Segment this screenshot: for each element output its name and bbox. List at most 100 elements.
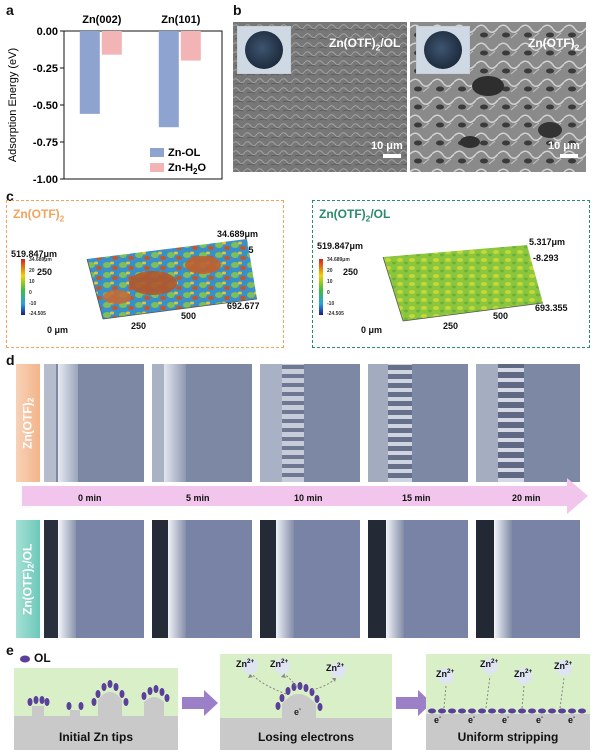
electrode-photo-thumbnail [237,26,291,74]
x-tick-label: 250 [131,321,147,331]
process-arrow-icon [396,690,432,716]
category-label: Zn(002) [82,14,121,26]
electron-label: e- [502,714,510,725]
scheme-caption: Initial Zn tips [59,730,133,744]
legend-swatch [150,163,164,172]
ol-legend-label: OL [34,651,51,665]
electrode-photo-thumbnail [416,26,470,74]
legend-swatch [150,148,164,157]
sem-image-zn-otf2: Zn(OTF)2 10 μm [410,22,586,172]
colorbar-label: -10 [327,301,335,307]
zn-ion-label: Zn2+ [480,658,499,669]
bar-zn-ol [79,31,100,114]
y-tick-label: -0.25 [33,63,58,75]
time-label: 20 min [512,493,541,503]
colorbar-label: 0 [327,290,330,296]
optical-image-top-10min [260,364,360,482]
origin-label: 0 μm [47,325,69,335]
optical-image-top-15min [368,364,468,482]
time-arrow [22,478,588,514]
y-tick-label: -0.50 [33,100,58,112]
scheme-losing-electrons: Zn2+ Zn2+ Zn2+ e- Losing electrons [220,654,392,750]
x-tick-label: 250 [443,321,459,331]
scale-bar-label: 10 μm [371,140,403,152]
process-arrow-icon [182,690,218,716]
colorbar-label: 34.689μm [327,257,350,263]
surface-plot [21,239,258,320]
category-label: Zn(101) [161,14,200,26]
legend-label: Zn-H2O [168,162,207,176]
profilometry-title: Zn(OTF)2 [13,207,65,224]
legend-label: Zn-OL [168,147,201,159]
x-max-label: 693.355 [535,303,568,313]
colorbar-label: -24.505 [327,311,344,317]
x-max-label: 692.677 [227,301,260,311]
panel-label-c: c [6,188,14,204]
row-label-zn-otf2-ol: Zn(OTF)2/OL [16,520,40,638]
x-tick-label: 500 [181,311,197,321]
bar-zn-h2o [101,31,122,55]
profilometry-zn-otf2: Zn(OTF)2 519.847μm 34.689μm -24.505 250 … [6,200,284,348]
optical-image-bottom-15min [368,520,468,638]
scheme-uniform-stripping: Zn2+ Zn2+ Zn2+ Zn2+ e- e- e- e- e- Unifo… [426,654,590,750]
panel-label-d: d [6,352,15,368]
optical-image-top-20min [476,364,580,482]
zn-ion-label: Zn2+ [554,660,573,671]
colorbar-label: 34.689μm [29,257,52,263]
optical-image-bottom-20min [476,520,580,638]
scale-bar [383,154,401,158]
optical-image-bottom-5min [152,520,252,638]
profilometry-zn-otf2-ol: Zn(OTF)2/OL 519.847μm 5.317μm -8.293 250… [312,200,590,348]
electron-label: e- [536,714,544,725]
scheme-initial-zn-tips: Initial Zn tips [14,654,178,750]
scale-bar-label: 10 μm [548,140,580,152]
y-tick-label: -0.75 [33,137,58,149]
colorbar-label: -24.505 [29,311,46,317]
time-label: 10 min [294,493,323,503]
bar-zn-h2o [180,31,201,61]
zn-ion-label: Zn2+ [514,668,533,679]
ol-legend-icon [20,655,30,663]
panel-label-e: e [6,642,14,658]
y-tick-label: 0.00 [37,26,58,38]
electron-label: e- [468,714,476,725]
panel-label-b: b [233,2,242,18]
time-label: 15 min [402,493,431,503]
origin-label: 0 μm [361,325,383,335]
colorbar-label: 10 [327,279,333,285]
colorbar-label: 0 [29,290,32,296]
z-min-label: -8.293 [533,253,559,263]
adsorption-energy-chart: 0.00 -0.25 -0.50 -0.75 -1.00 Adsorption Energ… [7,14,223,186]
y-tick-label: -1.00 [33,174,58,186]
optical-image-top-5min [152,364,252,482]
time-label: 5 min [186,493,210,503]
scale-bar [560,154,578,158]
zn-ion-label: Zn2+ [326,662,345,673]
colorbar-label: 20 [327,268,333,274]
colorbar-label: 10 [29,279,35,285]
z-max-label: 34.689μm [217,229,259,239]
surface-plot [319,245,544,322]
y-axis-label: Adsorption Energy (eV) [7,48,19,162]
time-label: 0 min [78,493,102,503]
optical-image-bottom-0min [44,520,144,638]
electron-label: e- [568,714,576,725]
panel-label-a: a [6,2,14,18]
electron-label: e- [294,706,302,717]
sem-label-right: Zn(OTF)2 [528,36,580,53]
y-max-label: 519.847μm [317,241,364,251]
y-tick-label: 250 [37,267,53,277]
sem-label-left: Zn(OTF)2/OL [329,36,401,53]
optical-image-top-0min [44,364,144,482]
zn-ion-label: Zn2+ [436,668,455,679]
row-label-zn-otf2: Zn(OTF)2 [16,364,40,482]
electron-label: e- [434,714,442,725]
bar-zn-ol [158,31,179,128]
colorbar-label: -10 [29,301,37,307]
colorbar-label: 20 [29,268,35,274]
z-max-label: 5.317μm [529,237,566,247]
y-max-label: 519.847μm [11,249,58,259]
zn-ion-label: Zn2+ [270,658,289,669]
x-tick-label: 500 [493,311,509,321]
sem-image-zn-otf2-ol: Zn(OTF)2/OL 10 μm [233,22,407,172]
